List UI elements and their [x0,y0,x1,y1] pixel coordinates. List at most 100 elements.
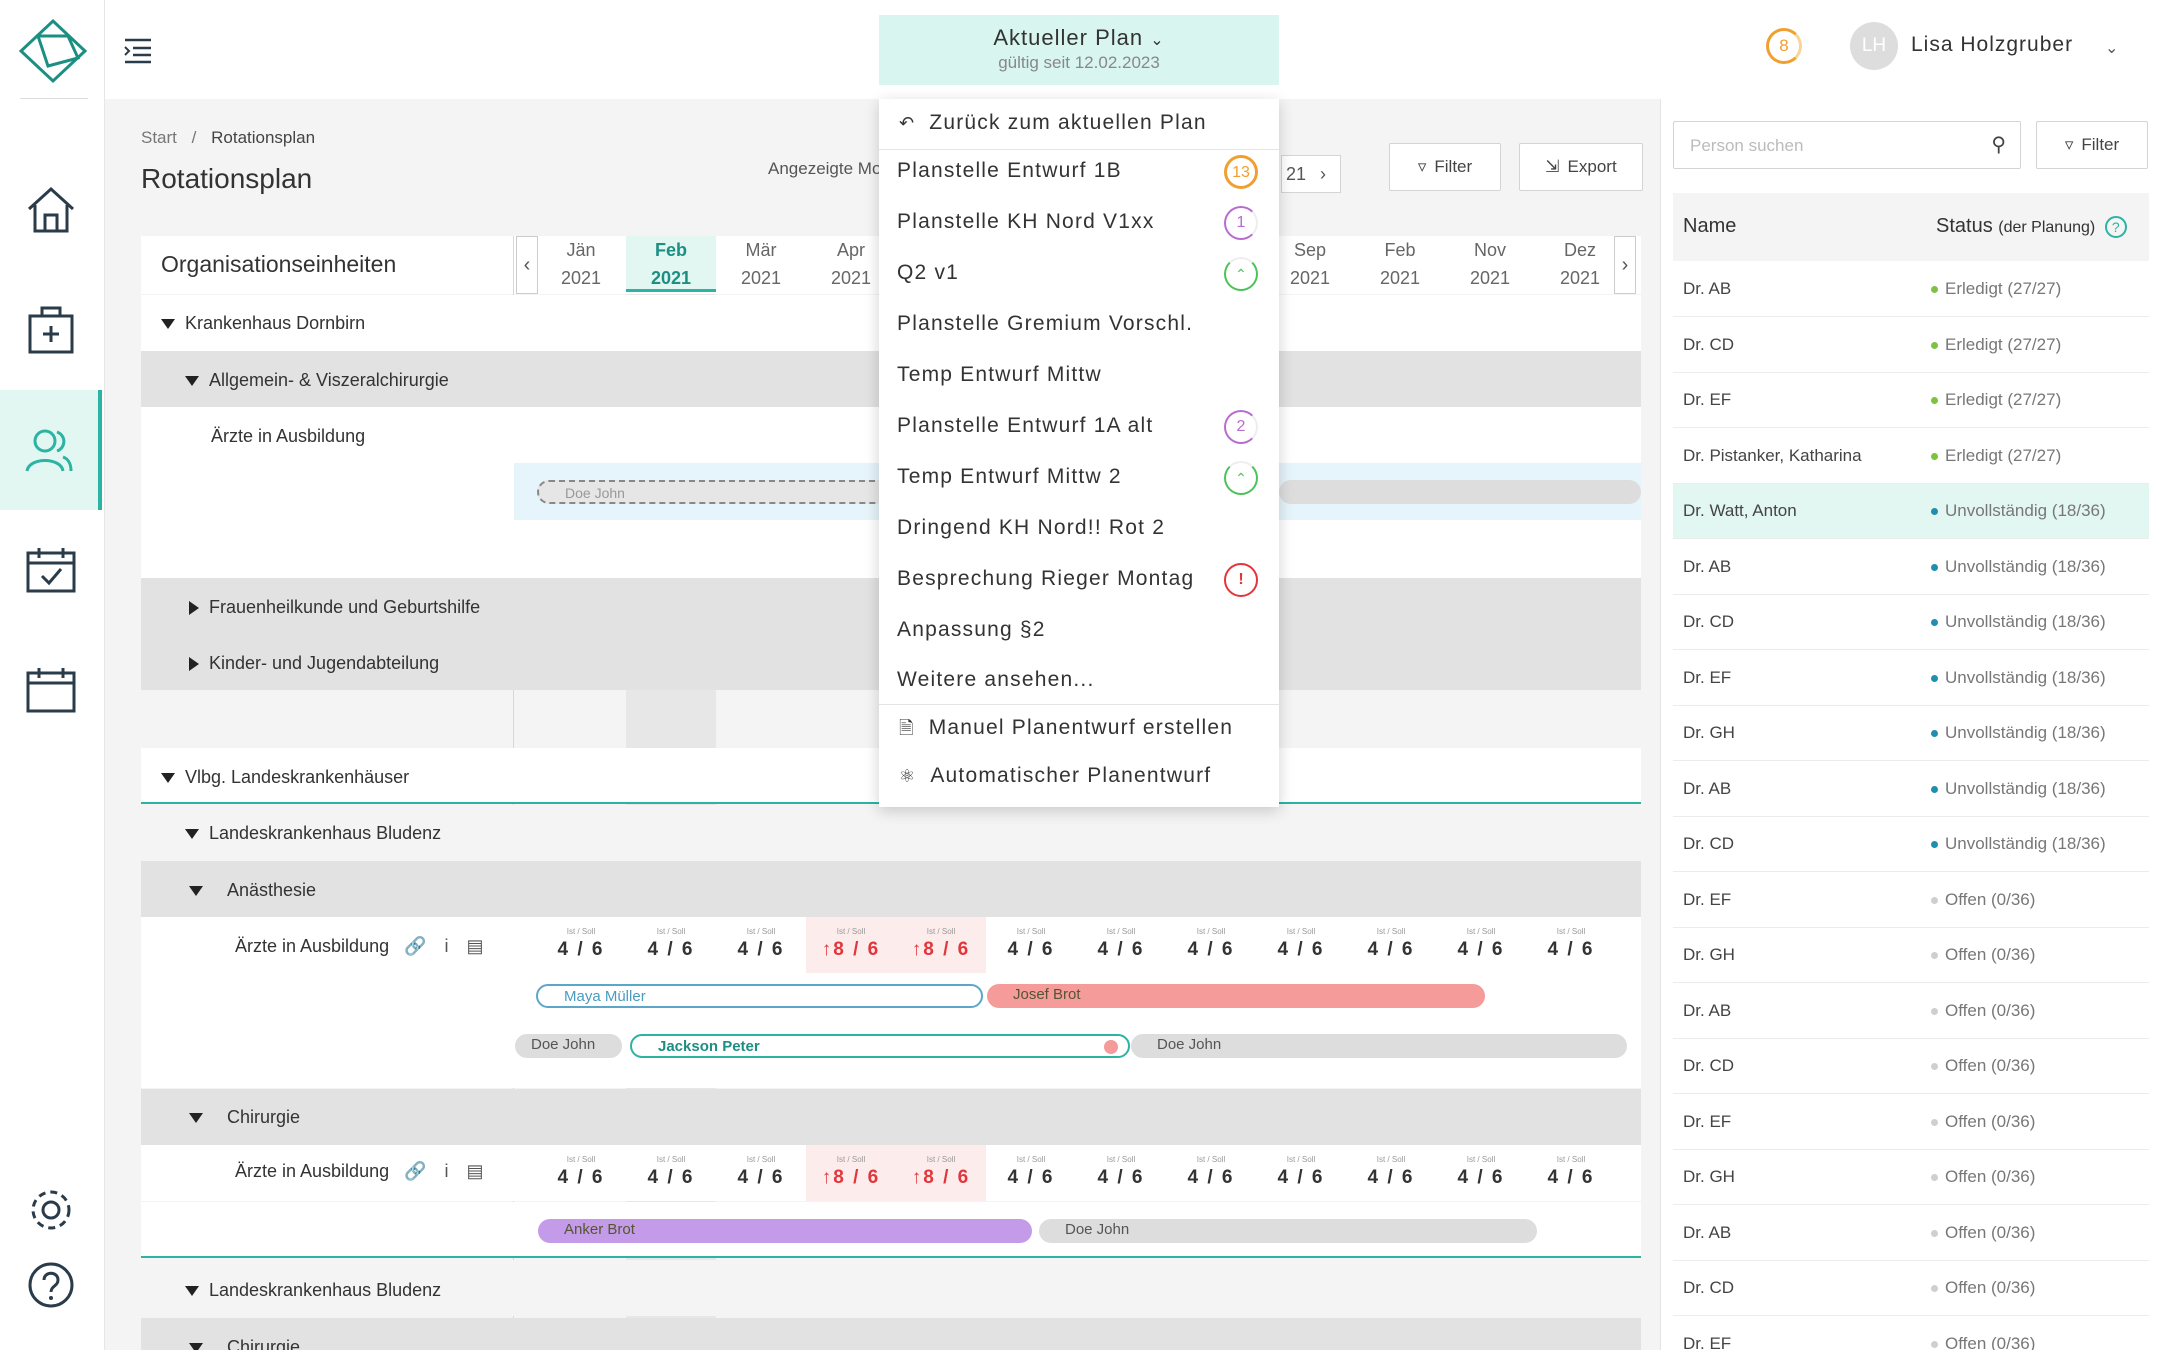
person-row[interactable]: Dr. CD Unvollständig (18/36) [1673,817,2149,872]
ist-soll-cell[interactable]: Ist / Soll 4 / 6 [986,917,1076,973]
ist-soll-cell[interactable]: Ist / Soll 4 / 6 [1436,917,1526,973]
plan-item[interactable]: Planstelle KH Nord V1xx [897,210,1155,233]
person-filter-button[interactable]: ▿ Filter [2036,121,2148,169]
tree-node-allg-chirurgie[interactable]: Allgemein- & Viszeralchirurgie [185,370,449,391]
ist-soll-cell[interactable]: Ist / Soll 4 / 6 [536,1145,626,1201]
ist-soll-cell[interactable]: Ist / Soll 4 / 6 [626,1145,716,1201]
person-search-input[interactable]: Person suchen ⚲ [1673,121,2021,169]
name-column-header[interactable]: Name [1683,215,1737,237]
person-row[interactable]: Dr. AB Unvollständig (18/36) [1673,540,2149,595]
ist-soll-cell[interactable]: Ist / Soll 4 / 6 [1346,917,1436,973]
tree-node-kinder[interactable]: Kinder- und Jugendabteilung [189,653,439,674]
ist-soll-cell[interactable]: Ist / Soll ↑8 / 6 [806,1145,896,1201]
timeline-bar-anker-brot[interactable]: Anker Brot [538,1219,1032,1243]
status-column-header[interactable]: Status (der Planung) ? [1936,215,2127,238]
tree-node-frauenheilkunde[interactable]: Frauenheilkunde und Geburtshilfe [189,597,480,618]
help-icon[interactable] [0,1225,102,1345]
timeline-bar[interactable] [1279,480,1641,504]
timeline-bar-doe-john[interactable]: Doe John [1131,1034,1627,1058]
timeline-bar-doe-john[interactable]: Doe John [515,1034,622,1058]
calendar-check-icon[interactable] [0,510,102,630]
ist-soll-cell[interactable]: Ist / Soll 4 / 6 [536,917,626,973]
manual-plan-create[interactable]: 🗎 Manuel Planentwurf erstellen [899,716,1234,739]
ist-soll-cell[interactable]: Ist / Soll 4 / 6 [1166,1145,1256,1201]
person-row[interactable]: Dr. EF Offen (0/36) [1673,1095,2149,1150]
user-name[interactable]: Lisa Holzgruber [1911,33,2074,56]
tree-node-chirurgie-2[interactable]: Chirurgie [189,1337,300,1350]
person-row[interactable]: Dr. EF Offen (0/36) [1673,1317,2149,1350]
tree-node-kh-dornbirn[interactable]: Krankenhaus Dornbirn [161,313,365,334]
ist-soll-cell[interactable]: Ist / Soll 4 / 6 [1256,917,1346,973]
ist-soll-cell[interactable]: Ist / Soll 4 / 6 [716,1145,806,1201]
timeline-bar-josef-brot[interactable]: Josef Brot [987,984,1485,1008]
ist-soll-cell[interactable]: Ist / Soll ↑8 / 6 [806,917,896,973]
auto-plan-create[interactable]: ⚛ Automatischer Planentwurf [899,764,1212,787]
person-row[interactable]: Dr. GH Offen (0/36) [1673,1150,2149,1205]
settings-icon[interactable] [0,1150,102,1270]
breadcrumb-start[interactable]: Start [141,128,177,147]
person-row[interactable]: Dr. AB Offen (0/36) [1673,984,2149,1039]
ist-soll-cell[interactable]: Ist / Soll 4 / 6 [716,917,806,973]
ist-soll-cell[interactable]: Ist / Soll 4 / 6 [1346,1145,1436,1201]
tree-node-bludenz-2[interactable]: Landeskrankenhaus Bludenz [185,1280,441,1301]
plan-selector-button[interactable]: Aktueller Plan ⌄ gültig seit 12.02.2023 [879,15,1279,85]
month-dec[interactable]: Dez 2021 [1559,240,1601,288]
month-feb-current[interactable]: Feb 2021 [626,236,716,292]
conflict-dot[interactable] [1104,1040,1118,1054]
chevron-down-icon[interactable]: ⌄ [2105,40,2119,57]
ist-soll-cell[interactable]: Ist / Soll 4 / 6 [1076,1145,1166,1201]
tree-node-aerzte[interactable]: Ärzte in Ausbildung [211,426,366,446]
timeline-bar-jackson-peter[interactable]: Jackson Peter [630,1034,1130,1058]
chevron-left-icon[interactable]: ‹ [516,236,538,294]
person-row[interactable]: Dr. GH Unvollständig (18/36) [1673,706,2149,761]
timeline-bar-doe-john[interactable]: Doe John [1039,1219,1537,1243]
plan-item[interactable]: Planstelle Gremium Vorschl. [897,312,1194,335]
person-row[interactable]: Dr. AB Unvollständig (18/36) [1673,762,2149,817]
avatar[interactable]: LH [1850,22,1898,70]
person-row[interactable]: Dr. CD Erledigt (27/27) [1673,318,2149,373]
export-button[interactable]: ⇲ Export [1519,143,1643,191]
ist-soll-cell[interactable]: Ist / Soll 4 / 6 [1436,1145,1526,1201]
more-plans-link[interactable]: Weitere ansehen... [897,668,1095,691]
ist-soll-cell[interactable]: Ist / Soll 4 / 6 [1526,917,1616,973]
hospital-icon[interactable] [0,270,102,390]
person-row[interactable]: Dr. EF Erledigt (27/27) [1673,373,2149,428]
person-row[interactable]: Dr. AB Offen (0/36) [1673,1206,2149,1261]
month-jan[interactable]: Jän 2021 [560,240,602,288]
month-feb[interactable]: Feb 2021 [1379,240,1421,288]
plan-item[interactable]: Temp Entwurf Mittw [897,363,1102,386]
person-row[interactable]: Dr. GH Offen (0/36) [1673,928,2149,983]
ist-soll-cell[interactable]: Ist / Soll 4 / 6 [1166,917,1256,973]
person-row[interactable]: Dr. Pistanker, Katharina Erledigt (27/27) [1673,429,2149,484]
person-row[interactable]: Dr. EF Unvollständig (18/36) [1673,651,2149,706]
logo-icon[interactable] [18,18,88,89]
people-icon[interactable] [0,390,102,510]
ist-soll-cell[interactable]: Ist / Soll ↑8 / 6 [896,1145,986,1201]
plan-item[interactable]: Planstelle Entwurf 1B [897,159,1122,182]
filter-button[interactable]: ▿ Filter [1389,143,1501,191]
calendar-icon[interactable] [0,630,102,750]
plan-item[interactable]: Q2 v1 [897,261,960,284]
timeline-bar-maya-mueller[interactable]: Maya Müller [536,984,983,1008]
tree-node-chirurgie[interactable]: Chirurgie [189,1107,300,1128]
ist-soll-cell[interactable]: Ist / Soll 4 / 6 [626,917,716,973]
ist-soll-cell[interactable]: Ist / Soll 4 / 6 [1076,917,1166,973]
back-to-current-plan[interactable]: ↶ Zurück zum aktuellen Plan [899,111,1207,134]
person-row[interactable]: Dr. Watt, Anton Unvollständig (18/36) [1673,484,2149,539]
plan-item[interactable]: Dringend KH Nord!! Rot 2 [897,516,1166,539]
plan-item[interactable]: Besprechung Rieger Montag [897,567,1195,590]
tree-node-bludenz[interactable]: Landeskrankenhaus Bludenz [185,823,441,844]
search-icon[interactable]: ⚲ [1991,134,2006,156]
chevron-right-icon[interactable]: › [1320,164,1327,184]
plan-item[interactable]: Temp Entwurf Mittw 2 [897,465,1122,488]
ist-soll-cell[interactable]: Ist / Soll 4 / 6 [1526,1145,1616,1201]
plan-item[interactable]: Anpassung §2 [897,618,1046,641]
ist-soll-cell[interactable]: Ist / Soll 4 / 6 [986,1145,1076,1201]
tree-node-anaesthesie[interactable]: Anästhesie [189,880,316,901]
tree-node-vlbg[interactable]: Vlbg. Landeskrankenhäuser [161,767,409,788]
tree-node-aerzte-chirurgie[interactable]: Ärzte in Ausbildung 🔗 i ▤ [235,1161,484,1181]
month-apr[interactable]: Apr 2021 [830,240,872,288]
person-row[interactable]: Dr. AB Erledigt (27/27) [1673,262,2149,317]
person-row[interactable]: Dr. CD Offen (0/36) [1673,1039,2149,1094]
date-range-field[interactable]: 21 › [1281,155,1341,193]
